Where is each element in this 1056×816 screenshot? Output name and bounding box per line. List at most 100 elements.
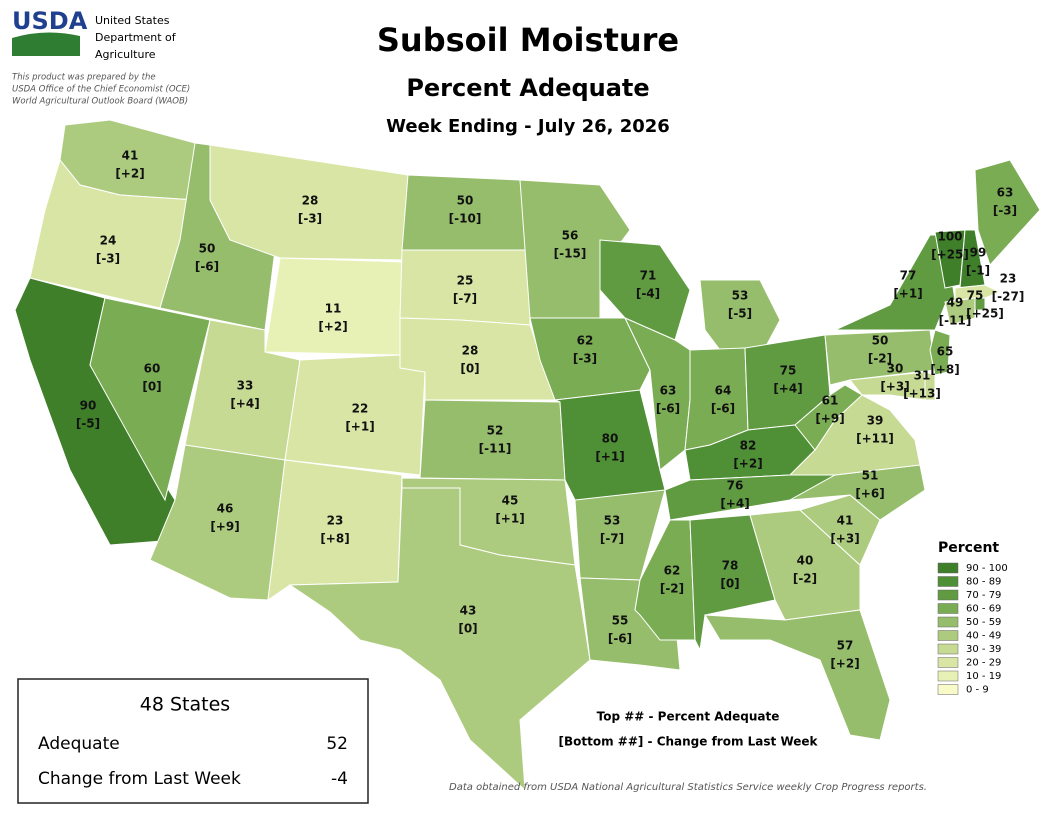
state-change: [+2] [318, 320, 347, 334]
state-change: [+25] [966, 307, 1004, 321]
state-change: [0] [142, 380, 161, 394]
legend-label: 40 - 49 [966, 631, 1001, 642]
legend-label: 70 - 79 [966, 590, 1001, 601]
legend-swatch [937, 630, 959, 641]
legend-label: 20 - 29 [966, 658, 1001, 669]
state-value: 77 [900, 269, 917, 283]
agency-line: United States [95, 14, 170, 27]
state-change: [0] [460, 362, 479, 376]
state-change: [0] [720, 577, 739, 591]
legend-swatch [937, 670, 959, 682]
state [419, 399, 566, 481]
state [944, 297, 976, 326]
state-change: [-3] [96, 252, 120, 266]
state-change: [-10] [449, 212, 482, 226]
state-change: [+4] [720, 497, 749, 511]
state-value: 45 [502, 494, 519, 508]
state-change: [-5] [728, 307, 752, 321]
subtitle: Percent Adequate [406, 74, 649, 102]
legend-label: 90 - 100 [966, 563, 1008, 574]
state-value: 75 [780, 364, 797, 378]
state-value: 39 [867, 414, 884, 428]
state-change: [+1] [345, 420, 374, 434]
summary-label: Adequate [38, 734, 120, 754]
agency-line: Department of [95, 31, 177, 44]
legend-swatch [937, 616, 959, 628]
state [924, 371, 936, 401]
state-value: 23 [1000, 272, 1017, 286]
week: Week Ending - July 26, 2026 [386, 116, 670, 137]
state-value: 31 [914, 369, 931, 383]
legend-label: 50 - 59 [966, 617, 1001, 628]
usda-logo: USDA United States Department of Agricul… [12, 7, 177, 61]
legend-swatch [937, 562, 959, 574]
state-change: [-2] [793, 572, 817, 586]
state-value: 65 [937, 345, 954, 359]
legend-title: Percent [938, 540, 999, 556]
state-change: [-27] [992, 290, 1025, 304]
summary-value: -4 [331, 769, 348, 789]
state-value: 51 [862, 469, 879, 483]
agency-line: Agriculture [95, 48, 156, 61]
state-value: 71 [640, 269, 657, 283]
map: 41 [+2] 24 [-3] 90 [-5] 50 [-6] 60 [0] 28 [-3] 11 [+2… [14, 119, 1041, 792]
state [399, 317, 556, 401]
summary-title: 48 States [140, 694, 230, 716]
state-value: 53 [732, 289, 749, 303]
state-value: 46 [217, 502, 234, 516]
note: Top ## - Percent Adequate [597, 710, 780, 724]
state-value: 63 [997, 186, 1014, 200]
state-value: 78 [722, 559, 739, 573]
state-value: 28 [302, 194, 319, 208]
summary-box [17, 678, 369, 804]
state-change: [-7] [600, 532, 624, 546]
disclaimer: USDA Office of the Chief Economist (OCE) [12, 85, 190, 95]
state-change: [-11] [479, 442, 512, 456]
legend-swatch [937, 684, 959, 695]
state-value: 99 [970, 246, 987, 260]
state-change: [-6] [608, 632, 632, 646]
state-change: [+1] [495, 512, 524, 526]
state-change: [-6] [711, 402, 735, 416]
state-change: [+8] [320, 532, 349, 546]
state-change: [-1] [966, 264, 990, 278]
state-change: [+4] [773, 382, 802, 396]
state-value: 50 [199, 242, 216, 256]
state-change: [+6] [855, 487, 884, 501]
logo-mark [12, 32, 80, 56]
state-value: 80 [602, 432, 619, 446]
state-change: [+2] [830, 657, 859, 671]
state [399, 249, 531, 326]
note: [Bottom ##] - Change from Last Week [558, 735, 818, 749]
state [267, 459, 403, 602]
state-change: [+4] [230, 397, 259, 411]
state-change: [+1] [595, 450, 624, 464]
state-change: [-3] [298, 212, 322, 226]
state-change: [+1] [893, 287, 922, 301]
state-change: [+2] [733, 457, 762, 471]
title: Subsoil Moisture [377, 21, 679, 59]
state-value: 61 [822, 394, 839, 408]
state-change: [-3] [573, 352, 597, 366]
state-value: 64 [715, 384, 732, 398]
disclaimer: This product was prepared by the [12, 73, 156, 83]
state-value: 52 [487, 424, 504, 438]
state-value: 49 [947, 296, 964, 310]
state-change: [-2] [868, 352, 892, 366]
state [974, 159, 1041, 266]
legend-swatch [937, 657, 959, 668]
state-change: [-11] [939, 314, 972, 328]
state-value: 50 [457, 194, 474, 208]
state-value: 76 [727, 479, 744, 493]
state [929, 329, 951, 376]
state-value: 60 [144, 362, 161, 376]
state-change: [-2] [660, 582, 684, 596]
state-value: 28 [462, 344, 479, 358]
state-value: 57 [837, 639, 854, 653]
state-change: [+3] [830, 532, 859, 546]
legend-swatch [937, 643, 959, 655]
state-value: 41 [837, 514, 854, 528]
state-value: 40 [797, 554, 814, 568]
state-change: [+2] [115, 167, 144, 181]
